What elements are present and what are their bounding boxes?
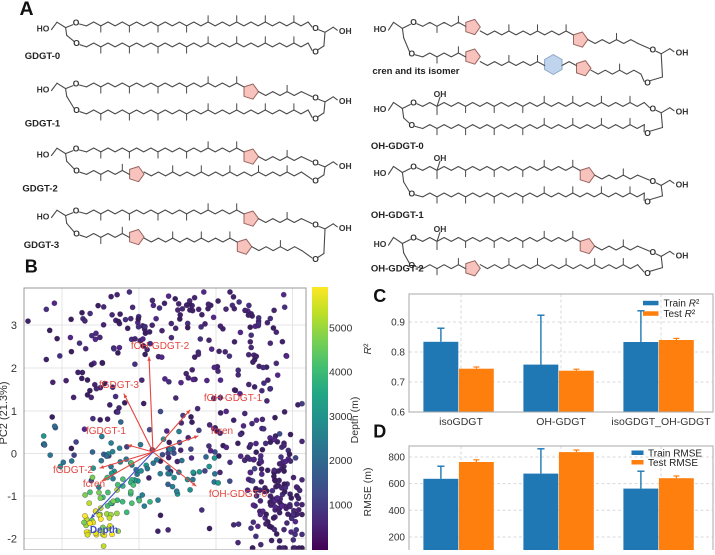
- svg-text:O: O: [410, 232, 417, 242]
- svg-text:fcren: fcren: [211, 426, 233, 437]
- svg-text:O: O: [312, 47, 319, 57]
- svg-text:isoGDGT_OH-GDGT: isoGDGT_OH-GDGT: [611, 416, 711, 428]
- svg-text:O: O: [73, 229, 80, 239]
- svg-text:O: O: [644, 268, 651, 278]
- svg-text:O: O: [649, 247, 656, 257]
- svg-text:O: O: [73, 18, 80, 28]
- svg-text:O: O: [312, 158, 319, 168]
- svg-text:HO: HO: [374, 168, 387, 178]
- svg-text:600: 600: [388, 479, 405, 490]
- svg-text:GDGT-2: GDGT-2: [22, 184, 57, 195]
- svg-text:O: O: [408, 48, 415, 58]
- svg-text:3: 3: [11, 320, 17, 332]
- svg-text:D: D: [373, 422, 386, 442]
- svg-text:OH: OH: [676, 179, 689, 189]
- svg-text:GDGT-3: GDGT-3: [24, 240, 59, 251]
- svg-text:HO: HO: [374, 104, 387, 114]
- svg-text:R²: R²: [362, 343, 374, 355]
- svg-text:OH-GDGT-2: OH-GDGT-2: [371, 264, 424, 275]
- svg-text:fOH-GDGT-1: fOH-GDGT-1: [204, 393, 263, 404]
- svg-text:isoGDGT: isoGDGT: [439, 416, 483, 428]
- svg-text:O: O: [73, 144, 80, 154]
- svg-text:2: 2: [11, 363, 17, 375]
- svg-text:OH: OH: [676, 48, 689, 58]
- svg-text:0: 0: [11, 448, 17, 460]
- svg-text:fGDGT-3: fGDGT-3: [99, 380, 139, 391]
- svg-text:O: O: [408, 188, 415, 198]
- svg-text:1000: 1000: [329, 500, 353, 512]
- svg-text:1: 1: [11, 406, 17, 418]
- svg-text:HO: HO: [374, 24, 387, 34]
- svg-text:O: O: [649, 104, 656, 114]
- svg-text:O: O: [410, 97, 417, 107]
- svg-text:O: O: [644, 197, 651, 207]
- svg-text:Depth (m): Depth (m): [349, 397, 361, 444]
- svg-text:O: O: [649, 176, 656, 186]
- svg-text:O: O: [312, 114, 319, 124]
- svg-text:O: O: [408, 120, 415, 130]
- svg-text:Depth: Depth: [90, 525, 118, 536]
- svg-text:-2: -2: [7, 533, 17, 545]
- svg-text:HO: HO: [37, 212, 50, 222]
- svg-text:A: A: [20, 0, 34, 20]
- svg-text:HO: HO: [374, 239, 387, 249]
- svg-text:GDGT-0: GDGT-0: [25, 51, 60, 62]
- svg-text:HO: HO: [37, 24, 50, 34]
- svg-text:5000: 5000: [329, 322, 353, 334]
- svg-text:O: O: [644, 128, 651, 138]
- svg-text:0.8: 0.8: [391, 348, 405, 359]
- svg-text:fGDGT-1: fGDGT-1: [86, 426, 126, 437]
- svg-text:O: O: [649, 45, 656, 55]
- svg-text:fOH-GDGT-2: fOH-GDGT-2: [131, 341, 190, 352]
- svg-text:Test R²: Test R²: [664, 309, 696, 320]
- svg-text:O: O: [312, 176, 319, 186]
- svg-text:OH: OH: [339, 161, 352, 171]
- svg-text:800: 800: [388, 453, 405, 464]
- svg-text:Test RMSE: Test RMSE: [648, 458, 698, 469]
- svg-text:400: 400: [388, 506, 405, 517]
- svg-text:O: O: [73, 79, 80, 89]
- svg-text:OH-GDGT-1: OH-GDGT-1: [371, 210, 424, 221]
- svg-text:O: O: [312, 254, 319, 264]
- svg-text:fcren: fcren: [83, 479, 105, 490]
- svg-text:O: O: [312, 220, 319, 230]
- svg-text:B: B: [25, 257, 38, 277]
- svg-text:C: C: [373, 286, 386, 306]
- svg-text:HO: HO: [37, 85, 50, 95]
- svg-text:OH: OH: [339, 96, 352, 106]
- svg-text:GDGT-1: GDGT-1: [25, 119, 61, 130]
- svg-text:O: O: [73, 38, 80, 48]
- svg-text:O: O: [312, 23, 319, 33]
- svg-text:OH: OH: [339, 26, 352, 36]
- svg-text:RMSE (m): RMSE (m): [362, 468, 374, 517]
- svg-text:0.7: 0.7: [391, 378, 405, 389]
- svg-text:4000: 4000: [329, 367, 353, 379]
- svg-text:O: O: [312, 93, 319, 103]
- svg-text:O: O: [73, 206, 80, 216]
- svg-text:O: O: [410, 161, 417, 171]
- svg-text:OH: OH: [676, 250, 689, 260]
- svg-text:200: 200: [388, 533, 405, 544]
- svg-text:OH: OH: [676, 107, 689, 117]
- svg-text:O: O: [410, 17, 417, 27]
- svg-text:O: O: [644, 78, 651, 88]
- svg-text:OH-GDGT: OH-GDGT: [536, 416, 586, 428]
- svg-text:OH: OH: [339, 223, 352, 233]
- svg-text:2000: 2000: [329, 455, 353, 467]
- svg-text:OH-GDGT-0: OH-GDGT-0: [371, 141, 424, 152]
- svg-text:-1: -1: [7, 491, 17, 503]
- svg-text:Train R²: Train R²: [664, 299, 700, 310]
- svg-text:fGDGT-2: fGDGT-2: [53, 465, 93, 476]
- svg-text:PC2 (21.3%): PC2 (21.3%): [0, 382, 10, 445]
- svg-text:cren and its isomer: cren and its isomer: [372, 66, 459, 77]
- svg-text:0.6: 0.6: [391, 408, 405, 419]
- svg-text:fOH-GDGT-0: fOH-GDGT-0: [209, 489, 268, 500]
- svg-text:O: O: [73, 166, 80, 176]
- svg-text:0.9: 0.9: [391, 318, 405, 329]
- svg-text:O: O: [73, 105, 80, 115]
- svg-text:HO: HO: [37, 150, 50, 160]
